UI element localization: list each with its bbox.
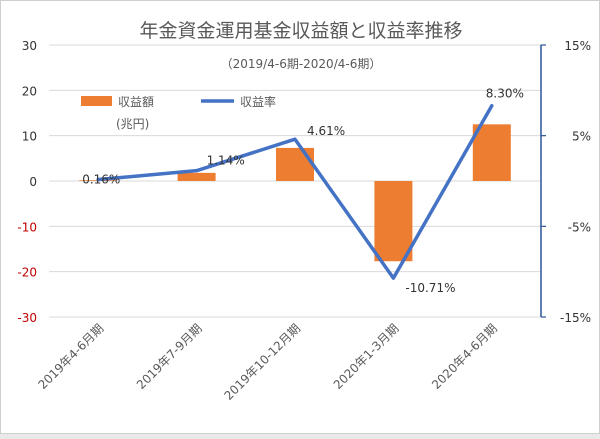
left-tick-label: -30	[17, 311, 37, 325]
gridlines	[49, 44, 541, 318]
left-tick-label: 0	[29, 175, 37, 189]
x-tick-label: 2019年7-9月期	[134, 321, 205, 392]
x-tick-label: 2020年4-6月期	[429, 321, 500, 392]
x-axis: 2019年4-6月期 2019年7-9月期 2019年10-12月期 2020年1-3…	[36, 321, 500, 403]
data-labels: 0.16% 1.14% 4.61% -10.71% 8.30%	[82, 87, 524, 295]
right-tick-label: -5%	[568, 220, 591, 234]
legend-bar-label: 収益額	[118, 95, 154, 109]
data-label: 0.16%	[82, 173, 120, 187]
x-tick-label: 2020年1-3月期	[331, 321, 402, 392]
chart-title: 年金資金運用基金収益額と収益率推移	[139, 20, 462, 42]
left-tick-label: 30	[22, 39, 37, 53]
bar	[374, 181, 413, 262]
left-tick-label: -10	[17, 220, 37, 234]
line-path	[96, 103, 494, 280]
left-tick-label: 10	[22, 130, 37, 144]
legend: 収益額 収益率 (兆円)	[81, 94, 276, 131]
left-tick-label: -20	[17, 266, 37, 280]
data-label: 4.61%	[307, 124, 345, 138]
data-label: -10.71%	[405, 281, 455, 295]
data-label: 1.14%	[207, 154, 245, 168]
line-series	[96, 103, 494, 280]
legend-bar-swatch	[81, 96, 112, 106]
x-tick-label: 2019年10-12月期	[222, 321, 304, 403]
x-tick-label: 2019年4-6月期	[36, 321, 107, 392]
right-tick-label: 5%	[572, 130, 591, 144]
right-tick-label: 15%	[564, 39, 591, 53]
bar	[276, 147, 314, 181]
data-label: 8.30%	[486, 87, 524, 101]
bar	[177, 172, 216, 181]
right-tick-label: -15%	[560, 311, 591, 325]
legend-line-label: 収益率	[240, 94, 276, 109]
left-axis: 30 20 10 0 -10 -20 -30	[17, 39, 37, 325]
left-axis-unit-label: (兆円)	[116, 117, 149, 131]
bar	[472, 124, 511, 181]
left-tick-label: 20	[22, 84, 37, 98]
bar-series	[79, 124, 511, 262]
right-axis: 15% 5% -5% -15%	[540, 39, 591, 325]
chart-subtitle: （2019/4-6期-2020/4-6期）	[221, 57, 382, 71]
